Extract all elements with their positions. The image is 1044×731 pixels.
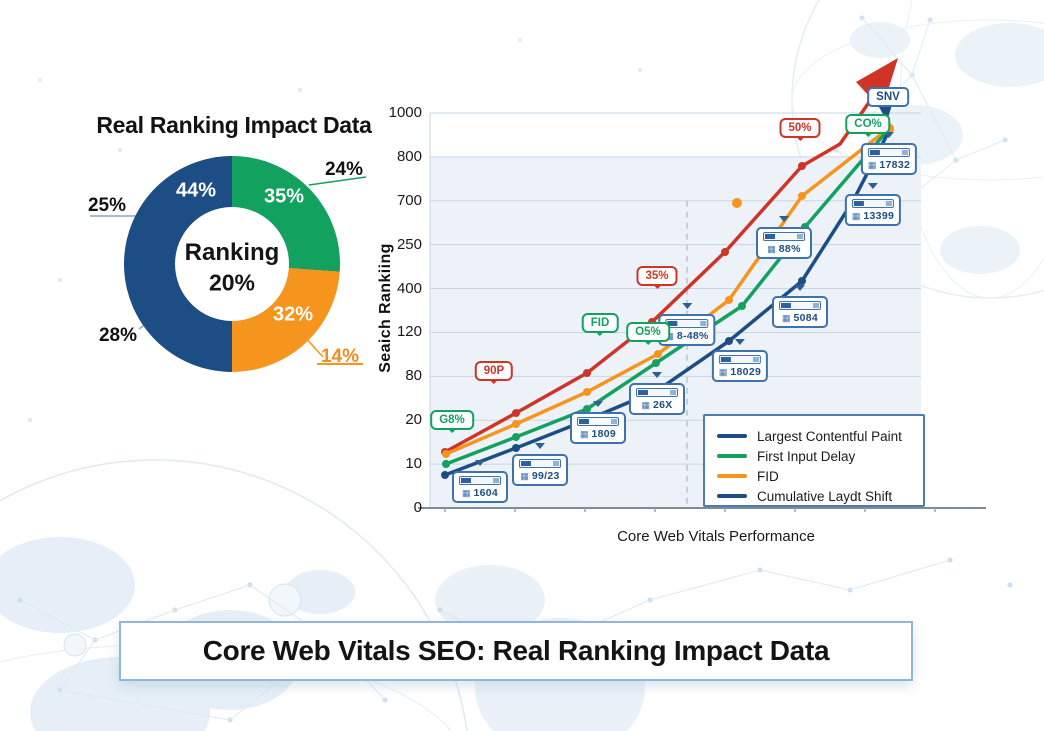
- mini-browser-icon: ▦: [851, 210, 861, 221]
- y-tick-label: 800: [396, 147, 422, 165]
- mini-browser-bar: [577, 417, 619, 426]
- mini-browser-bar: [763, 232, 805, 241]
- mini-browser-bar: [779, 301, 821, 310]
- donut-slice-label: 32%: [272, 303, 314, 326]
- callout-value: 13399: [863, 210, 895, 222]
- bubble-callout-90p: 90P: [474, 361, 514, 381]
- mini-browser-icon: ▦: [461, 487, 471, 498]
- mini-browser-icon: ▦: [867, 159, 877, 170]
- mini-browser-bar: [665, 319, 709, 328]
- bubble-callout-snv: SNV: [867, 87, 909, 107]
- legend-label: FID: [757, 468, 779, 484]
- donut-hole: [175, 207, 289, 321]
- donut-chart: [124, 156, 340, 372]
- y-tick-label: 0: [413, 499, 422, 516]
- donut-outer-label: 28%: [98, 325, 138, 346]
- y-tick-label: 10: [405, 455, 422, 473]
- browser-callout-13399: ▦ 13399: [844, 183, 902, 226]
- browser-callout-1809: ▦ 1809: [570, 401, 626, 444]
- callout-value: 8-48%: [676, 330, 709, 342]
- mini-browser-icon: ▦: [579, 428, 589, 439]
- callout-value: 99/23: [531, 470, 560, 482]
- mini-browser-bar: [519, 459, 561, 468]
- donut-outer-label: 14%: [320, 346, 360, 367]
- browser-callout-99-23: ▦ 99/23: [512, 443, 568, 486]
- main-title-banner: Core Web Vitals SEO: Real Ranking Impact…: [119, 621, 913, 681]
- mini-browser-bar: [459, 476, 501, 485]
- pointer-marker-icon: [682, 303, 692, 314]
- browser-callout-18029: ▦ 18029: [711, 339, 769, 382]
- bubble-callout-fid: FID: [581, 313, 619, 333]
- pointer-marker-icon: [593, 401, 603, 412]
- legend-line-swatch: [717, 434, 747, 438]
- mini-browser-icon: ▦: [718, 366, 728, 377]
- callout-value: 1604: [473, 487, 499, 499]
- donut-center-value: 20%: [208, 269, 256, 296]
- mini-browser-icon: ▦: [767, 243, 776, 254]
- mini-browser-bar: [867, 148, 911, 157]
- mini-browser-icon: ▦: [520, 470, 529, 481]
- browser-callout-17832: ▦ 17832: [860, 132, 918, 175]
- legend-item: Largest Contentful Paint: [717, 427, 911, 445]
- legend-label: Cumulative Laydt Shift: [757, 488, 893, 504]
- browser-callout-1604: ▦ 1604: [452, 460, 508, 503]
- donut-slice-label: 44%: [175, 179, 217, 202]
- y-tick-label: 80: [405, 367, 422, 385]
- callout-value: 1809: [591, 428, 617, 440]
- pie-chart-title: Real Ranking Impact Data: [96, 112, 372, 138]
- y-tick-label: 400: [396, 279, 422, 297]
- callout-value: 5084: [793, 312, 819, 324]
- browser-callout-26x: ▦ 26X: [629, 372, 685, 415]
- mini-browser-bar: [636, 388, 678, 397]
- bubble-callout-35-: 35%: [636, 266, 678, 286]
- y-axis-title: Seaich Rankiing: [377, 243, 394, 373]
- legend-line-swatch: [717, 454, 747, 458]
- legend-item: First Input Delay: [717, 447, 911, 465]
- mini-browser-bar: [718, 355, 762, 364]
- bubble-callout-co-: CO%: [845, 114, 891, 134]
- pointer-marker-icon: [735, 339, 745, 350]
- donut-outer-label: 24%: [324, 159, 364, 180]
- pointer-marker-icon: [779, 216, 789, 227]
- y-tick-label: 1000: [388, 104, 422, 121]
- y-tick-label: 250: [396, 235, 422, 253]
- pointer-marker-icon: [652, 372, 662, 383]
- callout-value: 26X: [652, 399, 673, 411]
- callout-value: 17832: [879, 159, 911, 171]
- legend-label: Largest Contentful Paint: [757, 428, 902, 444]
- pointer-marker-icon: [535, 443, 545, 454]
- y-tick-label: 20: [405, 411, 422, 429]
- chart-legend: Largest Contentful Paint First Input Dela…: [703, 414, 925, 507]
- pointer-marker-icon: [475, 460, 485, 471]
- browser-callout-88-: ▦ 88%: [756, 216, 812, 259]
- mini-browser-icon: ▦: [641, 399, 650, 410]
- pointer-marker-icon: [868, 183, 878, 194]
- donut-center-label: Ranking: [184, 239, 280, 266]
- legend-line-swatch: [717, 474, 747, 478]
- y-tick-label: 120: [396, 323, 422, 341]
- legend-line-swatch: [717, 494, 747, 498]
- mini-browser-icon: ▦: [781, 312, 791, 323]
- bubble-callout-o5-: O5%: [626, 322, 670, 342]
- donut-outer-label: 25%: [87, 195, 127, 216]
- pointer-marker-icon: [795, 285, 805, 296]
- mini-browser-bar: [851, 199, 895, 208]
- y-tick-label: 700: [396, 191, 422, 209]
- donut-slice-label: 35%: [263, 185, 305, 208]
- bubble-callout-g8-: G8%: [430, 410, 474, 430]
- legend-item: Cumulative Laydt Shift: [717, 487, 911, 505]
- x-axis-title: Core Web Vitals Performance: [617, 528, 815, 545]
- bubble-callout-50-: 50%: [779, 118, 821, 138]
- callout-value: 18029: [730, 366, 762, 378]
- legend-label: First Input Delay: [757, 448, 856, 464]
- legend-item: FID: [717, 467, 911, 485]
- main-title-text: Core Web Vitals SEO: Real Ranking Impact…: [202, 635, 830, 666]
- callout-value: 88%: [778, 243, 801, 255]
- browser-callout-5084: ▦ 5084: [772, 285, 828, 328]
